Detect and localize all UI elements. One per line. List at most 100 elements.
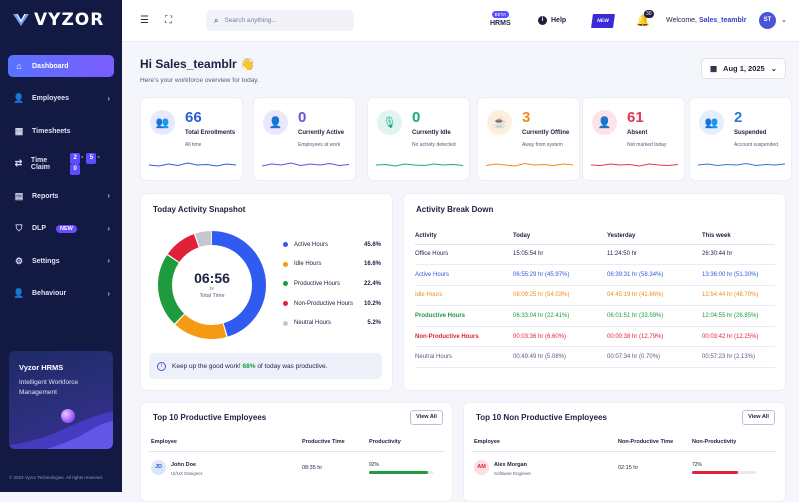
view-all-productive-button[interactable]: View All (410, 410, 443, 425)
notification-count: 30 (644, 10, 654, 18)
sparkline (262, 162, 349, 167)
date-value: Aug 1, 2025 (723, 64, 765, 73)
logo[interactable]: VYZOR (12, 10, 104, 30)
stat-subtitle: Not marked today (627, 142, 667, 148)
legend-item: Idle Hours 16.6% (283, 255, 381, 275)
donut-segment-idle-hours[interactable] (158, 231, 266, 339)
legend-label: Productive Hours (294, 280, 341, 287)
legend-dot (283, 261, 288, 267)
time-claim-digit: 0 (70, 163, 81, 175)
divider (149, 451, 445, 452)
stat-subtitle: No activity detected (412, 142, 456, 148)
logo-text: VYZOR (34, 10, 105, 30)
behaviour-icon: 👤 (13, 288, 25, 298)
welcome-username: Sales_teamblr (698, 17, 747, 24)
whats-new-button[interactable]: NEW (591, 14, 615, 28)
avatar[interactable]: ST (759, 12, 776, 29)
sidebar-item-behaviour[interactable]: 👤 Behaviour › (8, 283, 114, 305)
table-cell: 04:45:19 hr (41.66%) (607, 285, 702, 307)
calendar-icon: ▦ (14, 125, 24, 136)
sparkline-path (149, 162, 236, 167)
legend-value: 16.6% (363, 261, 381, 268)
date-picker[interactable]: ▦ Aug 1, 2025 ⌄ (701, 58, 786, 79)
coffee-icon: ☕ (487, 110, 512, 135)
donut-segment-productive-hours[interactable] (158, 231, 266, 339)
search-bar: ⌕ (206, 10, 354, 31)
stat-card[interactable]: 🎙 0 Currently Idle No activity detected (367, 97, 470, 181)
sidebar-item-dashboard[interactable]: ⌂ Dashboard (8, 55, 114, 77)
search-input[interactable] (224, 17, 335, 24)
legend-dot (283, 301, 288, 307)
sidebar-nav: ⌂ Dashboard 👤 Employees › ▦ Timesheets ⇄… (8, 55, 114, 315)
stat-value: 66 (185, 109, 202, 126)
stat-card[interactable]: 👥 66 Total Enrollments All time (140, 97, 243, 181)
stat-subtitle: All time (185, 142, 202, 148)
menu-icon[interactable]: ☰ (140, 15, 149, 26)
bell-icon[interactable]: 🔔 (636, 15, 650, 27)
employee-name[interactable]: Alex Morgan (494, 462, 528, 468)
sparkline-path (486, 162, 573, 167)
report-icon: ▤ (14, 190, 24, 201)
sparkline-path (698, 162, 785, 167)
column-header: Today (513, 228, 607, 245)
table-cell: 11:24:50 hr (607, 244, 702, 266)
sidebar-item-reports[interactable]: ▤ Reports › (8, 185, 114, 207)
promo-wave-illustration (9, 411, 113, 449)
table-cell: 15:05:54 hr (513, 244, 607, 266)
sidebar-item-timesheets[interactable]: ▦ Timesheets (8, 120, 114, 142)
sidebar: VYZOR ⌂ Dashboard 👤 Employees › ▦ Timesh… (0, 0, 122, 492)
stat-card[interactable]: ☕ 3 Currently Offline Away from system (477, 97, 580, 181)
employee-name[interactable]: John Doe (171, 462, 197, 468)
sparkline (698, 162, 785, 167)
sidebar-item-dlp[interactable]: ⛉ DLP NEW › (8, 218, 114, 240)
stat-subtitle: Away from system (522, 142, 563, 148)
table-cell: 00:49:49 hr (5.08%) (513, 346, 607, 369)
help-button[interactable]: i Help (538, 16, 566, 25)
stat-card[interactable]: 👥 2 Suspended Account suspended (689, 97, 792, 181)
table-cell: Productive Hours (415, 305, 513, 327)
sidebar-item-employees[interactable]: 👤 Employees › (8, 88, 114, 110)
stat-card[interactable]: 👤 0 Currently Active Employees at work (253, 97, 356, 181)
column-header: This week (702, 228, 775, 245)
stat-label: Absent (627, 130, 648, 136)
new-badge: NEW (56, 224, 77, 233)
donut-segment-active-hours[interactable] (158, 231, 266, 339)
sidebar-item-label: Settings (32, 257, 60, 265)
column-header: Non-Productive Time (618, 439, 674, 445)
donut-center-label: Total Time (199, 293, 225, 299)
sparkline (149, 162, 236, 167)
view-all-nonproductive-button[interactable]: View All (742, 410, 775, 425)
chevron-down-icon: ⌄ (770, 64, 778, 73)
stat-card[interactable]: 👤 61 Absent Not marked today (582, 97, 685, 181)
table-cell: 00:03:36 hr (6.60%) (513, 326, 607, 348)
promo-title: Vyzor HRMS (19, 363, 64, 372)
stat-value: 61 (627, 109, 644, 126)
donut-legend: Active Hours 45.6% Idle Hours 16.6% Producti… (283, 235, 381, 333)
sidebar-item-time-claim[interactable]: ⇄ Time Claim 2-5 -0 (8, 152, 114, 175)
legend-item: Active Hours 45.6% (283, 235, 381, 255)
stat-value: 2 (734, 109, 743, 126)
chevron-down-icon[interactable]: ⌄ (781, 17, 787, 24)
help-label: Help (551, 17, 567, 24)
table-cell: Office Hours (415, 244, 513, 266)
hrms-button[interactable]: BETA HRMS (490, 11, 511, 27)
stat-subtitle: Account suspended (734, 142, 778, 148)
table-cell: 06:55:29 hr (45.97%) (513, 264, 607, 286)
info-icon: i (538, 16, 547, 25)
fullscreen-icon[interactable]: ⛶ (165, 15, 172, 26)
sparkline-path (262, 162, 349, 167)
stat-label: Currently Active (298, 130, 345, 136)
sparkline-path (376, 163, 463, 167)
column-header: Productivity (369, 439, 401, 445)
tip-suffix: of today was productive. (257, 362, 328, 370)
column-header: Activity (415, 228, 513, 245)
page-subtitle: Here's your workforce overview for today… (140, 77, 259, 84)
time-claim-separator: - (81, 153, 84, 161)
time-claim-digit: 2 (70, 152, 81, 164)
productive-time: 08:35 hr (302, 465, 323, 471)
promo-card[interactable]: Vyzor HRMS Intelligent Workforce Managem… (9, 351, 113, 449)
sparkline-path (591, 163, 678, 167)
table-cell: 00:07:34 hr (0.70%) (607, 346, 702, 369)
sidebar-item-settings[interactable]: ⚙ Settings › (8, 250, 114, 272)
sparkline (376, 163, 463, 167)
